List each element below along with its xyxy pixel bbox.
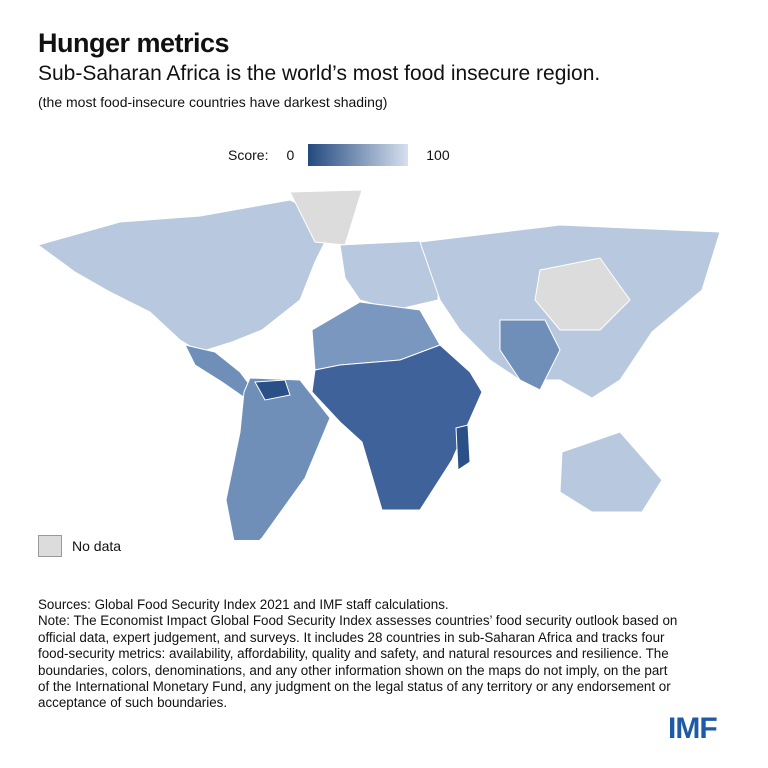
legend-min: 0	[286, 147, 295, 163]
region-madagascar	[455, 424, 471, 471]
footnotes: Sources: Global Food Security Index 2021…	[38, 597, 678, 712]
region-south-america	[225, 377, 331, 540]
world-map	[36, 189, 721, 540]
color-legend: Score: 0 100	[228, 144, 450, 166]
note-text: Note: The Economist Impact Global Food S…	[38, 613, 678, 711]
imf-logo: IMF	[668, 712, 718, 745]
region-south-asia	[499, 319, 561, 391]
subtitle: Sub-Saharan Africa is the world’s most f…	[38, 62, 601, 85]
no-data-label: No data	[72, 538, 122, 554]
shading-note: (the most food-insecure countries have d…	[38, 94, 388, 110]
legend-max: 100	[426, 147, 450, 163]
legend-label: Score:	[228, 147, 269, 163]
page-title: Hunger metrics	[38, 28, 230, 58]
no-data-swatch	[38, 535, 62, 557]
sources-text: Sources: Global Food Security Index 2021…	[38, 597, 449, 612]
region-sub-saharan-africa	[311, 344, 483, 511]
no-data-legend: No data	[38, 535, 121, 557]
region-venezuela	[254, 379, 291, 401]
region-north-america	[36, 199, 336, 353]
region-australia	[559, 431, 663, 513]
region-china	[534, 257, 631, 331]
legend-gradient	[308, 144, 409, 166]
